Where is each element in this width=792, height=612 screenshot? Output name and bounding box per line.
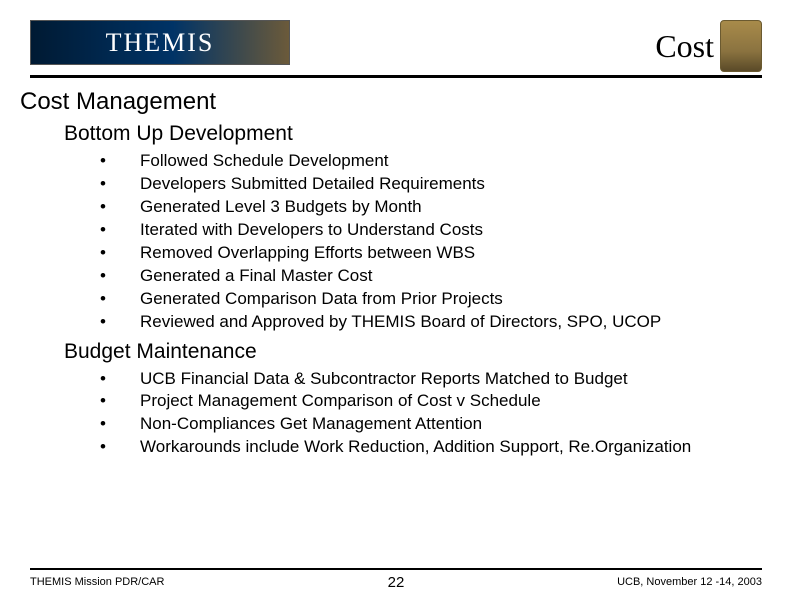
list-item: •Generated Comparison Data from Prior Pr… <box>100 288 772 311</box>
bullet-text: Non-Compliances Get Management Attention <box>140 413 482 436</box>
footer-divider <box>30 568 762 570</box>
themis-logo: THEMIS <box>30 20 290 65</box>
bullet-text: Project Management Comparison of Cost v … <box>140 390 541 413</box>
bullet-icon: • <box>100 288 140 311</box>
bullet-list: •UCB Financial Data & Subcontractor Repo… <box>100 368 772 460</box>
main-heading: Cost Management <box>20 88 772 116</box>
list-item: •Project Management Comparison of Cost v… <box>100 390 772 413</box>
slide-content: Cost Management Bottom Up Development •F… <box>20 88 772 465</box>
list-item: •Removed Overlapping Efforts between WBS <box>100 242 772 265</box>
list-item: •UCB Financial Data & Subcontractor Repo… <box>100 368 772 391</box>
bullet-icon: • <box>100 390 140 413</box>
bullet-icon: • <box>100 368 140 391</box>
slide-title: Cost <box>655 28 714 65</box>
bullet-icon: • <box>100 150 140 173</box>
list-item: •Workarounds include Work Reduction, Add… <box>100 436 772 459</box>
bullet-icon: • <box>100 173 140 196</box>
bullet-icon: • <box>100 436 140 459</box>
bullet-icon: • <box>100 413 140 436</box>
footer-left: THEMIS Mission PDR/CAR <box>30 576 164 588</box>
section-heading: Budget Maintenance <box>64 340 772 364</box>
bullet-text: Iterated with Developers to Understand C… <box>140 219 483 242</box>
bullet-text: Generated Level 3 Budgets by Month <box>140 196 422 219</box>
bullet-icon: • <box>100 219 140 242</box>
slide-header: THEMIS Cost <box>30 20 762 78</box>
bullet-text: UCB Financial Data & Subcontractor Repor… <box>140 368 628 391</box>
page-number: 22 <box>388 574 405 591</box>
list-item: •Non-Compliances Get Management Attentio… <box>100 413 772 436</box>
list-item: •Followed Schedule Development <box>100 150 772 173</box>
bullet-icon: • <box>100 242 140 265</box>
bullet-text: Workarounds include Work Reduction, Addi… <box>140 436 691 459</box>
list-item: •Generated Level 3 Budgets by Month <box>100 196 772 219</box>
mission-badge-icon <box>720 20 762 72</box>
slide-footer: THEMIS Mission PDR/CAR 22 UCB, November … <box>30 568 762 588</box>
list-item: •Generated a Final Master Cost <box>100 265 772 288</box>
footer-right: UCB, November 12 -14, 2003 <box>617 576 762 588</box>
bullet-text: Removed Overlapping Efforts between WBS <box>140 242 475 265</box>
bullet-list: •Followed Schedule Development •Develope… <box>100 150 772 334</box>
section-heading: Bottom Up Development <box>64 122 772 146</box>
logo-text: THEMIS <box>106 28 215 58</box>
bullet-icon: • <box>100 311 140 334</box>
bullet-text: Generated a Final Master Cost <box>140 265 372 288</box>
list-item: •Reviewed and Approved by THEMIS Board o… <box>100 311 772 334</box>
bullet-icon: • <box>100 265 140 288</box>
bullet-text: Generated Comparison Data from Prior Pro… <box>140 288 503 311</box>
list-item: •Iterated with Developers to Understand … <box>100 219 772 242</box>
bullet-icon: • <box>100 196 140 219</box>
list-item: •Developers Submitted Detailed Requireme… <box>100 173 772 196</box>
bullet-text: Followed Schedule Development <box>140 150 389 173</box>
bullet-text: Developers Submitted Detailed Requiremen… <box>140 173 485 196</box>
bullet-text: Reviewed and Approved by THEMIS Board of… <box>140 311 661 334</box>
